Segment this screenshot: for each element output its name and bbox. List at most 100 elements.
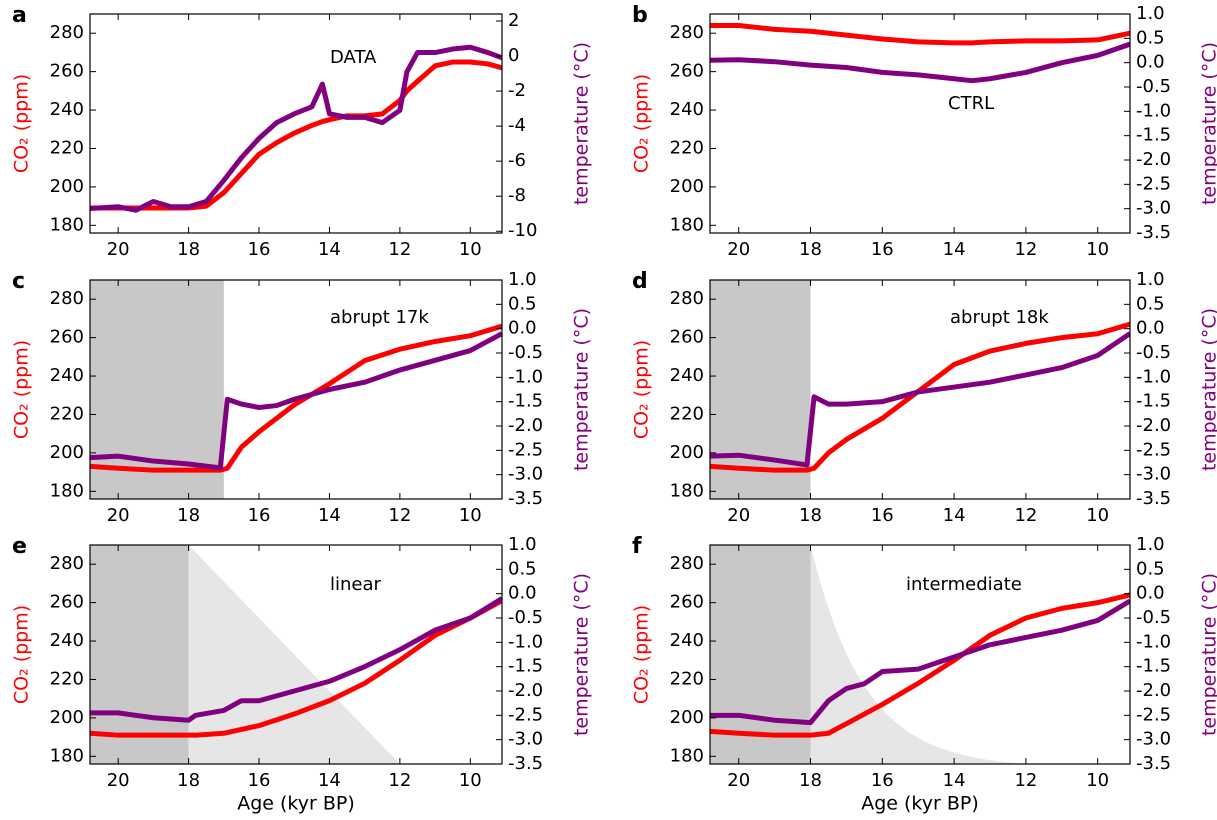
panel-letter: a [12,3,27,28]
x-tick-label: 20 [107,770,130,791]
annotation: abrupt 17k [330,307,429,328]
y2-tick-label: -8 [508,185,526,206]
y2-tick-label: -1.0 [1136,631,1171,652]
y2-axis-label: temperature (°C) [571,308,593,471]
y-tick-label: 260 [670,592,704,613]
y2-tick-label: -4 [508,115,526,136]
y2-tick-label: -3.5 [508,753,543,774]
y2-tick-label: -3.5 [1136,488,1171,509]
y-tick-label: 260 [50,592,84,613]
x-tick-label: 14 [943,239,966,260]
y-tick-label: 180 [670,214,704,235]
y2-tick-label: -3.5 [508,488,543,509]
annotation: intermediate [906,574,1022,595]
plot-area [710,545,1130,764]
x-tick-label: 20 [727,770,750,791]
y-tick-label: 260 [50,61,84,82]
annotation: CTRL [948,93,994,114]
y2-tick-label: 0.0 [1136,318,1165,339]
x-tick-label: 10 [1086,770,1109,791]
panel: 20 18 16 14 12 10 180 200 220 240 260 280 -3.5 -3.0 -2… [631,269,1217,526]
y2-tick-label: 1.0 [1136,3,1165,24]
y2-axis-label: temperature (°C) [1199,42,1217,205]
ramp-region [188,545,400,764]
ramp-region [810,545,1026,764]
y-tick-label: 200 [50,442,84,463]
x-tick-label: 20 [107,505,130,526]
y-tick-label: 220 [50,668,84,689]
series-line [90,596,502,723]
x-tick-label: 18 [177,505,200,526]
y2-tick-label: -3.0 [1136,198,1171,219]
x-tick-label: 16 [871,239,894,260]
x-tick-label: 18 [177,239,200,260]
x-tick-label: 12 [1014,770,1037,791]
plot-area [90,44,502,213]
series-line [90,59,502,211]
x-tick-label: 16 [248,505,271,526]
y2-tick-label: -1.5 [1136,391,1171,412]
y2-tick-label: -2.0 [508,680,543,701]
series-line [90,44,502,213]
y-tick-label: 240 [50,365,84,386]
y-axis-label: CO₂ (ppm) [11,74,33,173]
y2-tick-label: 0.0 [1136,52,1165,73]
x-tick-label: 18 [177,770,200,791]
y2-axis-label: temperature (°C) [1199,308,1217,471]
x-tick-label: 16 [248,239,271,260]
y-tick-label: 240 [670,99,704,120]
plot-area [90,545,502,764]
x-tick-label: 12 [1014,505,1037,526]
y-tick-label: 200 [670,176,704,197]
panel: 20 18 16 14 12 10 180 200 220 240 260 280 -3.5 -3.0 -2… [11,534,593,815]
y2-tick-label: 1.0 [508,269,537,290]
x-tick-label: 16 [871,505,894,526]
x-tick-label: 12 [388,770,411,791]
y2-tick-label: -0.5 [508,342,543,363]
plot-area [710,280,1130,499]
panel-letter: e [12,534,27,559]
x-tick-label: 10 [1086,505,1109,526]
x-tick-label: 14 [318,770,341,791]
plot-frame [709,13,1131,234]
series-line [710,331,1130,468]
y2-tick-label: -1.0 [1136,366,1171,387]
y-tick-label: 280 [670,288,704,309]
x-tick-label: 18 [799,239,822,260]
series-line [90,323,502,473]
x-axis-label: Age (kyr BP) [861,793,979,815]
x-tick-label: 12 [388,239,411,260]
y-tick-label: 260 [670,61,704,82]
y-axis-label: CO₂ (ppm) [11,340,33,439]
y2-tick-label: -2.0 [1136,149,1171,170]
y2-tick-label: -1.0 [508,366,543,387]
series-line [710,321,1130,473]
x-tick-label: 20 [727,505,750,526]
y-tick-label: 280 [50,553,84,574]
x-axis-label: Age (kyr BP) [237,793,355,815]
y-tick-label: 180 [50,214,84,235]
y2-tick-label: -0.5 [1136,342,1171,363]
panel: 20 18 16 14 12 10 180 200 220 240 260 280 -3.5 -3.0 -2… [631,534,1217,815]
y2-tick-label: 0.5 [1136,293,1165,314]
x-tick-label: 12 [388,505,411,526]
y-tick-label: 280 [670,553,704,574]
y2-axis-label: temperature (°C) [571,573,593,736]
x-tick-label: 14 [318,239,341,260]
panel: 20 18 16 14 12 10180200220240260280-10-8-6-4-… [11,3,593,260]
y-axis-label: CO₂ (ppm) [631,74,653,173]
y2-tick-label: -1.5 [1136,656,1171,677]
y2-tick-label: -2.5 [508,704,543,725]
y-tick-label: 180 [50,480,84,501]
y2-tick-label: -3.5 [1136,222,1171,243]
plot-frame [89,279,503,500]
y2-tick-label: -0.5 [508,607,543,628]
y2-tick-label: -3.0 [1136,464,1171,485]
y-tick-label: 180 [50,745,84,766]
y2-tick-label: 0.5 [1136,558,1165,579]
y-tick-label: 240 [670,630,704,651]
y2-tick-label: -1.5 [1136,125,1171,146]
shaded-region [710,545,811,764]
plot-frame [709,544,1131,765]
